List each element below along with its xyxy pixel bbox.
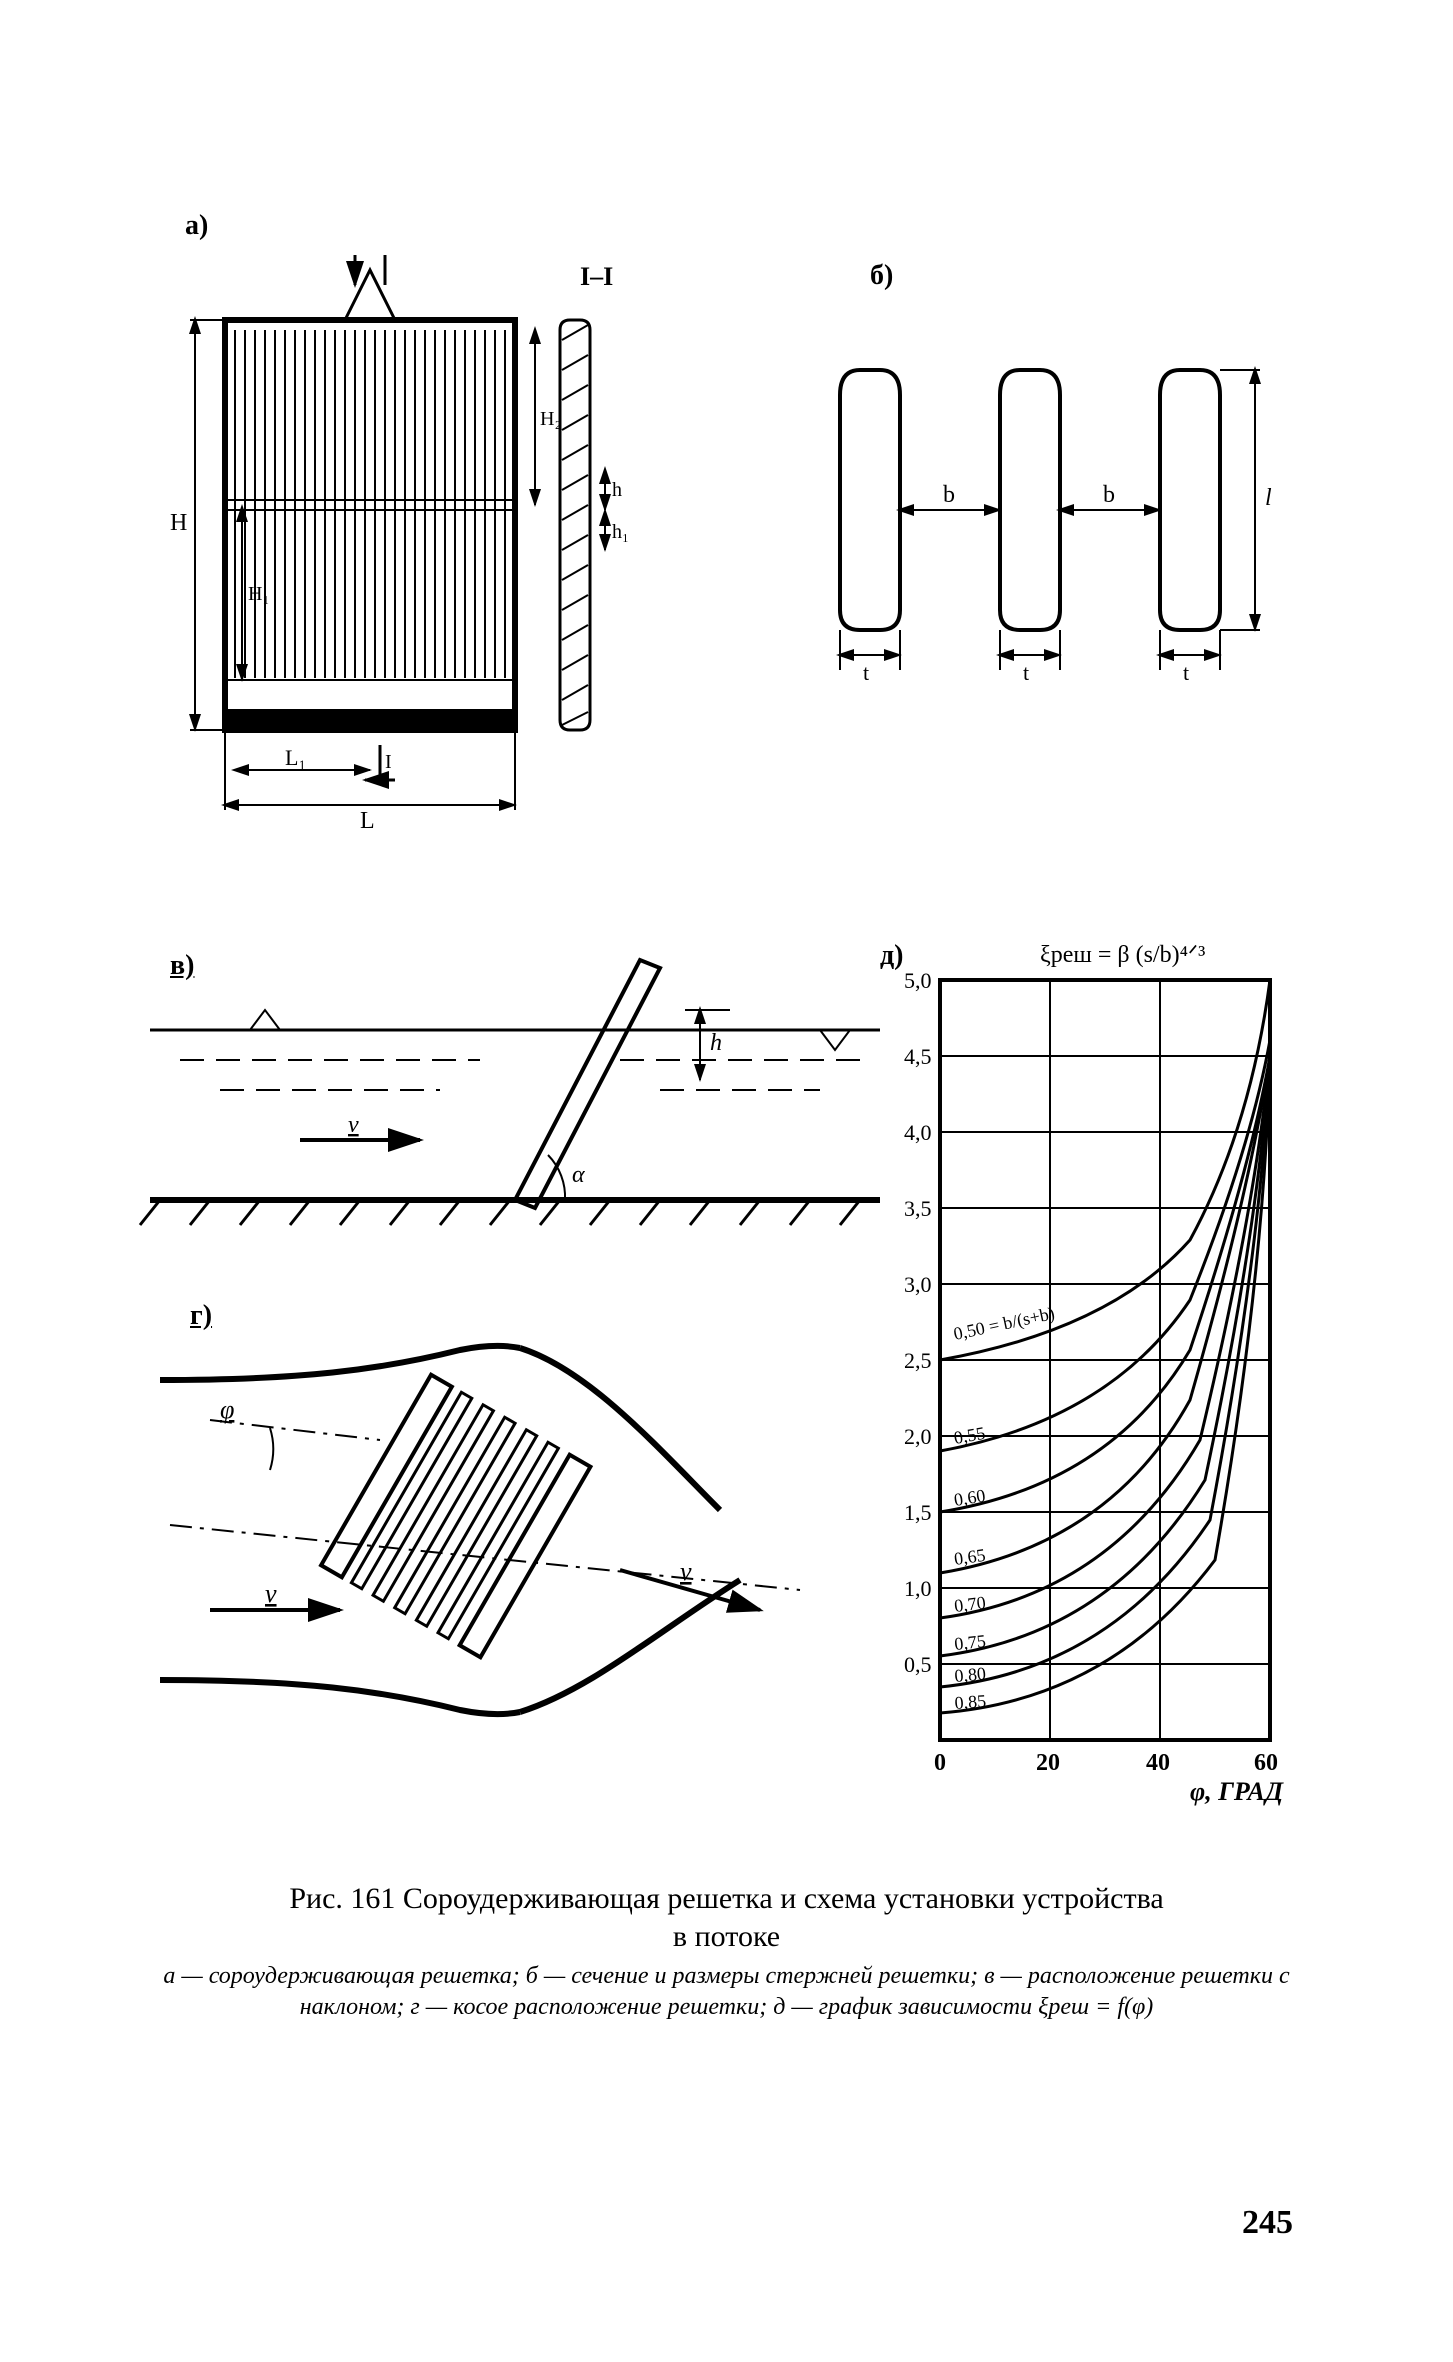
curve-085: 0,85 bbox=[954, 1691, 987, 1713]
xt-20: 20 bbox=[1036, 1750, 1060, 1776]
dim-I-bot: I bbox=[385, 751, 392, 773]
yt-05: 0,5 bbox=[904, 1652, 932, 1677]
dim-H: H bbox=[170, 510, 187, 536]
xt-40: 40 bbox=[1146, 1750, 1170, 1776]
chart-title: ξреш = β (s/b)⁴ᐟ³ bbox=[1040, 942, 1205, 968]
curve-070: 0,70 bbox=[953, 1592, 987, 1616]
panel-v-svg: α h v bbox=[120, 950, 920, 1270]
dim-t1: t bbox=[863, 660, 869, 685]
cap-line1: Рис. 161 Сороудерживающая решетка и схем… bbox=[289, 1882, 1163, 1915]
dim-I-top: I bbox=[364, 250, 371, 255]
yt-40: 4,0 bbox=[904, 1120, 932, 1145]
dim-L: L bbox=[360, 808, 375, 834]
dim-b2: b bbox=[1103, 482, 1115, 508]
var-h: h bbox=[710, 1030, 722, 1056]
cap-sub: а — сороудерживающая решетка; б — сечени… bbox=[163, 1963, 1289, 2020]
xt-0: 0 bbox=[934, 1750, 946, 1776]
section-label: I–I bbox=[580, 262, 613, 291]
page-number: 245 bbox=[1242, 2204, 1293, 2242]
dim-h1: h₁ bbox=[612, 521, 629, 543]
var-v-in: v bbox=[265, 1579, 277, 1608]
yt-30: 3,0 bbox=[904, 1272, 932, 1297]
var-v-out: v bbox=[680, 1557, 692, 1586]
figure-caption: Рис. 161 Сороудерживающая решетка и схем… bbox=[120, 1880, 1333, 2023]
yt-25: 2,5 bbox=[904, 1348, 932, 1373]
dim-t3: t bbox=[1183, 660, 1189, 685]
yt-35: 3,5 bbox=[904, 1196, 932, 1221]
dim-l: l bbox=[1265, 485, 1272, 511]
panel-b-label: б) bbox=[870, 260, 893, 292]
dim-t2: t bbox=[1023, 660, 1029, 685]
yt-45: 4,5 bbox=[904, 1044, 932, 1069]
panel-g-svg: φ v v bbox=[120, 1310, 840, 1750]
var-v: v bbox=[348, 1112, 359, 1138]
panel-a-label: а) bbox=[185, 210, 208, 242]
cap-line2: в потоке bbox=[673, 1920, 780, 1953]
dim-H1: H₁ bbox=[248, 583, 269, 605]
panel-a-svg: I I–I H H₁ H₂ h h₁ L L₁ I bbox=[140, 250, 660, 870]
panel-d-chart: ξреш = β (s/b)⁴ᐟ³ 0,50 = b/(s+ bbox=[860, 940, 1330, 1820]
curve-080: 0,80 bbox=[954, 1663, 987, 1686]
curve-055: 0,55 bbox=[952, 1423, 986, 1448]
curve-075: 0,75 bbox=[953, 1631, 986, 1654]
xt-60: 60 bbox=[1254, 1750, 1278, 1776]
dim-h: h bbox=[612, 479, 622, 501]
dim-L1: L₁ bbox=[285, 745, 306, 770]
panel-b-svg: b b l t t t bbox=[800, 340, 1320, 720]
dim-b1: b bbox=[943, 482, 955, 508]
var-phi: φ bbox=[220, 1395, 234, 1424]
x-label: φ, ГРАД bbox=[1190, 1777, 1284, 1806]
yt-10: 1,0 bbox=[904, 1576, 932, 1601]
yt-50: 5,0 bbox=[904, 968, 932, 993]
yt-15: 1,5 bbox=[904, 1500, 932, 1525]
yt-20: 2,0 bbox=[904, 1424, 932, 1449]
curve-050: 0,50 = b/(s+b) bbox=[952, 1303, 1057, 1345]
curve-060: 0,60 bbox=[952, 1485, 986, 1510]
var-alpha: α bbox=[572, 1162, 585, 1188]
dim-H2: H₂ bbox=[540, 408, 561, 430]
